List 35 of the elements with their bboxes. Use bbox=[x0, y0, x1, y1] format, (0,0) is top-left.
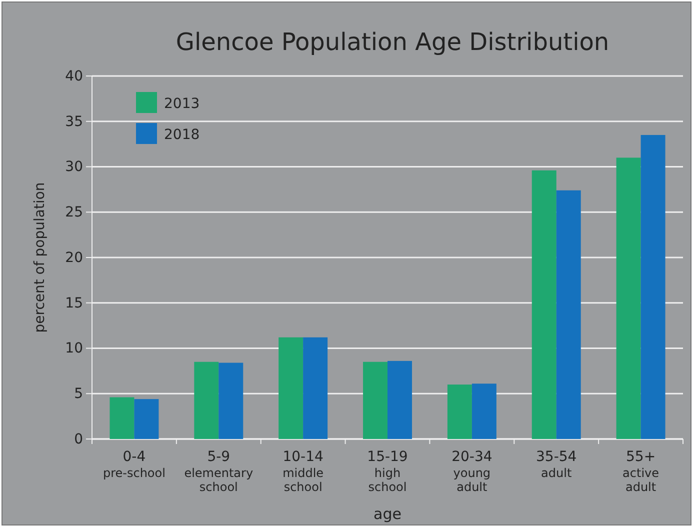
bar bbox=[134, 399, 159, 439]
y-tick-label: 5 bbox=[74, 386, 83, 402]
x-tick-label: 5-9 elementary school bbox=[184, 449, 254, 494]
bar bbox=[194, 362, 219, 439]
x-tick-label: 0-4 pre-school bbox=[102, 449, 166, 480]
bar bbox=[472, 384, 496, 439]
y-tick-label: 0 bbox=[74, 431, 83, 448]
y-axis-title: percent of population bbox=[32, 182, 48, 333]
y-tick-label: 30 bbox=[65, 159, 83, 176]
y-tick-label: 15 bbox=[65, 295, 83, 312]
bar bbox=[556, 190, 581, 439]
x-tick-label: 35-54 adult bbox=[536, 449, 577, 480]
bar bbox=[218, 362, 244, 439]
bar bbox=[532, 170, 556, 439]
bar bbox=[278, 337, 304, 439]
legend-label: 2013 bbox=[164, 96, 200, 112]
y-tick-label: 40 bbox=[65, 68, 83, 84]
bar bbox=[447, 384, 472, 439]
bar bbox=[388, 360, 412, 439]
chart-title: Glencoe Population Age Distribution bbox=[176, 28, 610, 56]
x-tick-label: 20-34 young adult bbox=[452, 449, 492, 494]
y-tick-label: 35 bbox=[65, 114, 83, 130]
x-axis-title: age bbox=[374, 505, 402, 523]
bar bbox=[616, 158, 641, 439]
bar bbox=[363, 362, 388, 439]
bar bbox=[110, 397, 134, 439]
bar bbox=[303, 337, 328, 439]
y-tick-label: 20 bbox=[65, 250, 83, 266]
x-tick-label: 15-19 high school bbox=[367, 449, 408, 494]
legend-label: 2018 bbox=[164, 127, 200, 143]
y-tick-label: 10 bbox=[65, 340, 83, 357]
x-tick-label: 10-14 middle school bbox=[282, 449, 324, 494]
bar bbox=[640, 134, 666, 439]
y-tick-label: 25 bbox=[65, 204, 83, 221]
x-tick-label: 55+ active adult bbox=[622, 449, 660, 494]
